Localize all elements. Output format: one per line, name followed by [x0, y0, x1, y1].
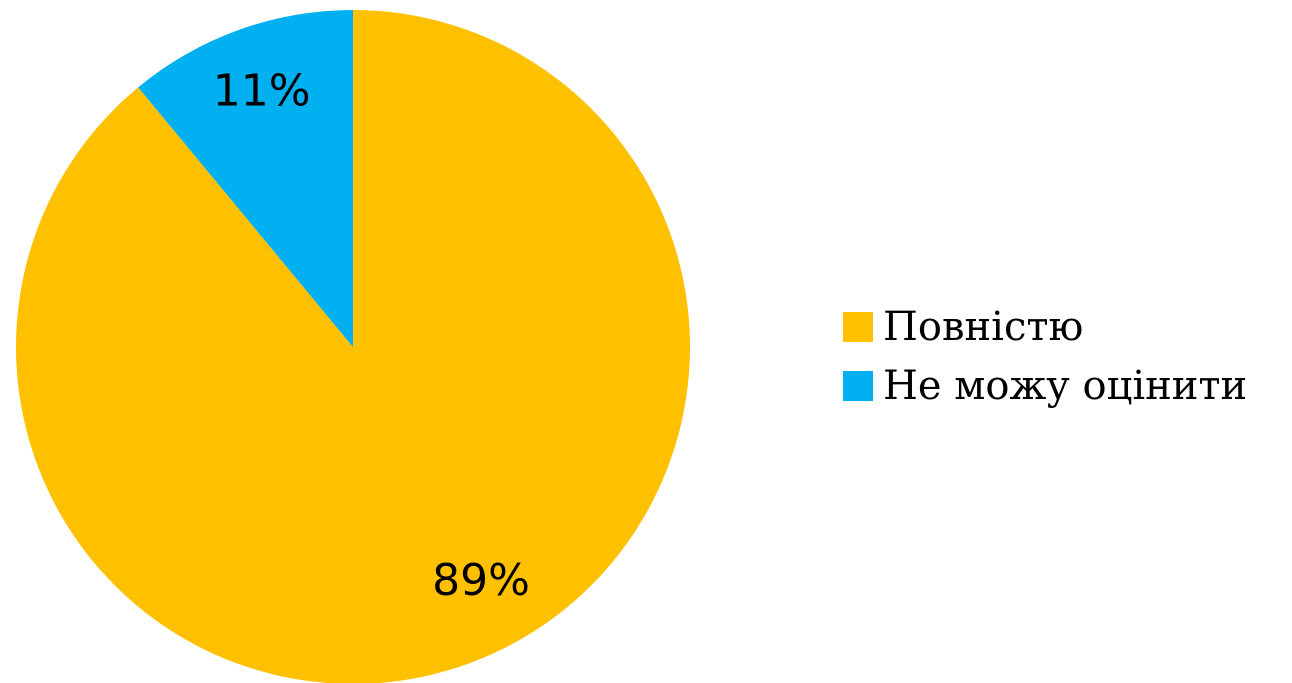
pie-slice-povnistyu	[16, 10, 690, 683]
legend-label-ne-mozhu-otsinyty: Не можу оцінити	[883, 363, 1248, 409]
legend-label-povnistyu: Повністю	[883, 304, 1084, 350]
data-label-povnistyu: 89%	[432, 555, 530, 606]
pie-slice-ne-mozhu-otsinyty	[138, 10, 353, 347]
legend: Повністю Не можу оцінити	[843, 302, 1247, 411]
pie-plot-area: 89% 11%	[16, 10, 690, 683]
legend-swatch-ne-mozhu-otsinyty	[843, 371, 873, 401]
legend-item-ne-mozhu-otsinyty: Не можу оцінити	[843, 361, 1247, 411]
legend-swatch-povnistyu	[843, 312, 873, 342]
legend-item-povnistyu: Повністю	[843, 302, 1247, 352]
data-label-ne-mozhu-otsinyty: 11%	[213, 65, 311, 116]
